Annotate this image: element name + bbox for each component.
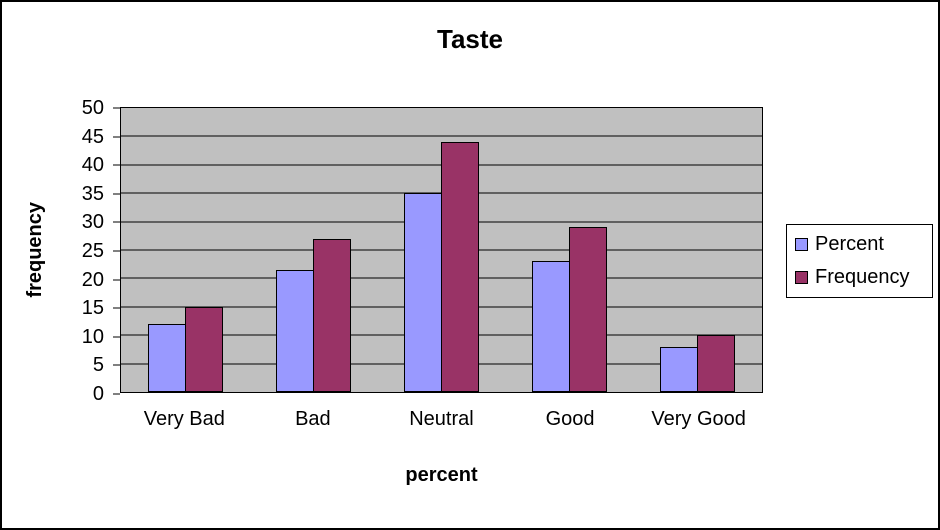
y-tick-mark (113, 164, 120, 166)
x-tick-label-very-good: Very Good (651, 408, 746, 430)
legend-entry-frequency: Frequency (795, 266, 924, 289)
legend-entry-percent: Percent (795, 233, 924, 256)
bar-percent-bad (275, 269, 314, 392)
x-axis-tick-labels: Very Bad Bad Neutral Good Very Good (120, 408, 763, 431)
y-tick-mark (113, 279, 120, 281)
x-tick-label-good: Good (545, 408, 595, 430)
bar-group-neutral (377, 108, 505, 392)
bar-frequency-very-bad (184, 306, 223, 392)
y-tick-label: 40 (81, 154, 104, 177)
legend-label-percent: Percent (815, 233, 884, 255)
bar-percent-very-bad (147, 323, 186, 392)
bars-layer (121, 108, 762, 392)
bar-group-good (506, 108, 634, 392)
y-tick-label: 50 (81, 97, 104, 119)
y-tick-label: 10 (81, 325, 104, 348)
y-tick-mark (113, 364, 120, 366)
bar-frequency-neutral (441, 142, 479, 392)
y-axis-title-label: frequency (23, 202, 46, 298)
bar-frequency-good (569, 227, 608, 392)
legend-swatch-frequency (795, 271, 808, 284)
y-tick-mark (113, 250, 120, 252)
legend: Percent Frequency (786, 224, 933, 298)
bar-group-bad (249, 108, 377, 392)
legend-label-frequency: Frequency (815, 266, 910, 288)
y-axis-tick-labels: 0 5 10 15 20 25 30 35 40 45 50 (52, 98, 110, 404)
y-axis-tick-marks (113, 107, 120, 395)
bar-group-very-bad (121, 108, 249, 392)
y-tick-label: 25 (81, 240, 104, 262)
bar-frequency-very-good (697, 335, 736, 392)
y-tick-label: 35 (81, 182, 104, 205)
y-tick-label: 0 (92, 383, 104, 405)
y-tick-mark (113, 136, 120, 138)
y-tick-mark (113, 336, 120, 338)
bar-frequency-bad (312, 238, 351, 392)
y-tick-mark (113, 107, 120, 109)
y-axis-title: frequency (22, 107, 48, 393)
x-tick-label-very-bad: Very Bad (143, 408, 225, 430)
x-axis-title: percent (405, 464, 478, 486)
y-tick-label: 5 (92, 354, 104, 377)
y-tick-mark (113, 221, 120, 223)
y-tick-mark (113, 193, 120, 195)
x-tick-label-neutral: Neutral (409, 408, 474, 430)
legend-swatch-percent (795, 238, 808, 251)
x-tick-label-bad: Bad (295, 408, 331, 430)
bar-group-very-good (634, 108, 762, 392)
y-tick-label: 30 (81, 211, 104, 234)
bar-percent-very-good (660, 346, 699, 392)
y-tick-label: 45 (81, 125, 104, 148)
plot-area (120, 107, 763, 393)
y-tick-label: 20 (81, 268, 104, 291)
y-tick-label: 15 (81, 297, 104, 320)
y-tick-mark (113, 393, 120, 395)
y-tick-mark (113, 307, 120, 309)
gridline (121, 135, 762, 137)
bar-percent-neutral (404, 193, 442, 392)
chart-title: Taste (437, 24, 503, 54)
bar-percent-good (532, 261, 571, 392)
